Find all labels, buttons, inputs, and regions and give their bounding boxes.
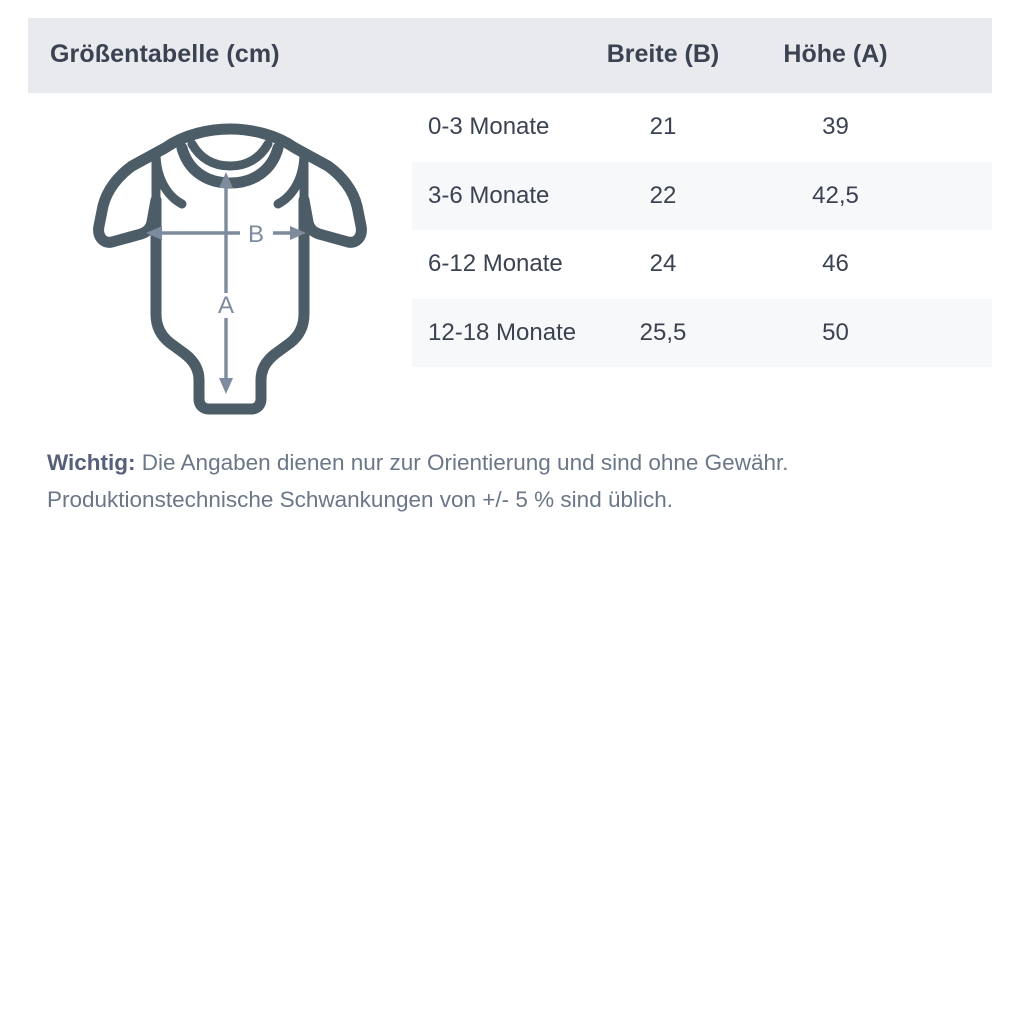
size-table: 0-3 Monate 21 39 3-6 Monate 22 42,5 6-12…	[412, 93, 992, 367]
column-header-width: Breite (B)	[606, 40, 720, 68]
column-header-height: Höhe (A)	[783, 40, 888, 68]
cell-height: 46	[822, 250, 849, 277]
arrow-down-icon	[219, 378, 233, 394]
dimension-arrowheads	[146, 172, 306, 394]
arrow-right-icon	[290, 226, 306, 240]
disclaimer-note: Wichtig: Die Angaben dienen nur zur Orie…	[47, 444, 987, 518]
cell-size: 12-18 Monate	[428, 318, 577, 346]
cell-width: 22	[649, 181, 677, 209]
bodysuit-outline-icon	[93, 123, 367, 415]
table-row: 6-12 Monate 24 46	[412, 230, 992, 299]
cell-height: 50	[822, 318, 849, 346]
disclaimer-strong: Wichtig:	[47, 450, 136, 475]
arrow-left-icon	[146, 226, 162, 240]
dimension-lines	[154, 180, 298, 386]
cell-size: 0-3 Monate	[428, 113, 550, 140]
cell-height: 39	[822, 113, 849, 140]
page-title: Größentabelle (cm)	[50, 40, 280, 68]
disclaimer-line-2: Produktionstechnische Schwankungen von +…	[47, 487, 674, 512]
width-dimension-label: B	[248, 221, 264, 248]
cell-height: 42,5	[812, 181, 859, 209]
cell-width: 21	[649, 113, 677, 140]
table-row: 12-18 Monate 25,5 50	[412, 298, 992, 367]
table-row: 3-6 Monate 22 42,5	[412, 161, 992, 230]
height-dimension-label: A	[218, 292, 234, 319]
bodysuit-illustration: B A	[70, 118, 390, 418]
disclaimer-line-1: Die Angaben dienen nur zur Orientierung …	[135, 450, 789, 475]
cell-size: 6-12 Monate	[428, 250, 563, 277]
table-row: 0-3 Monate 21 39	[412, 93, 992, 162]
cell-width: 24	[649, 250, 677, 277]
cell-width: 25,5	[639, 318, 687, 346]
table-header-band	[28, 18, 992, 93]
cell-size: 3-6 Monate	[428, 181, 550, 209]
arrow-up-icon	[219, 172, 233, 188]
